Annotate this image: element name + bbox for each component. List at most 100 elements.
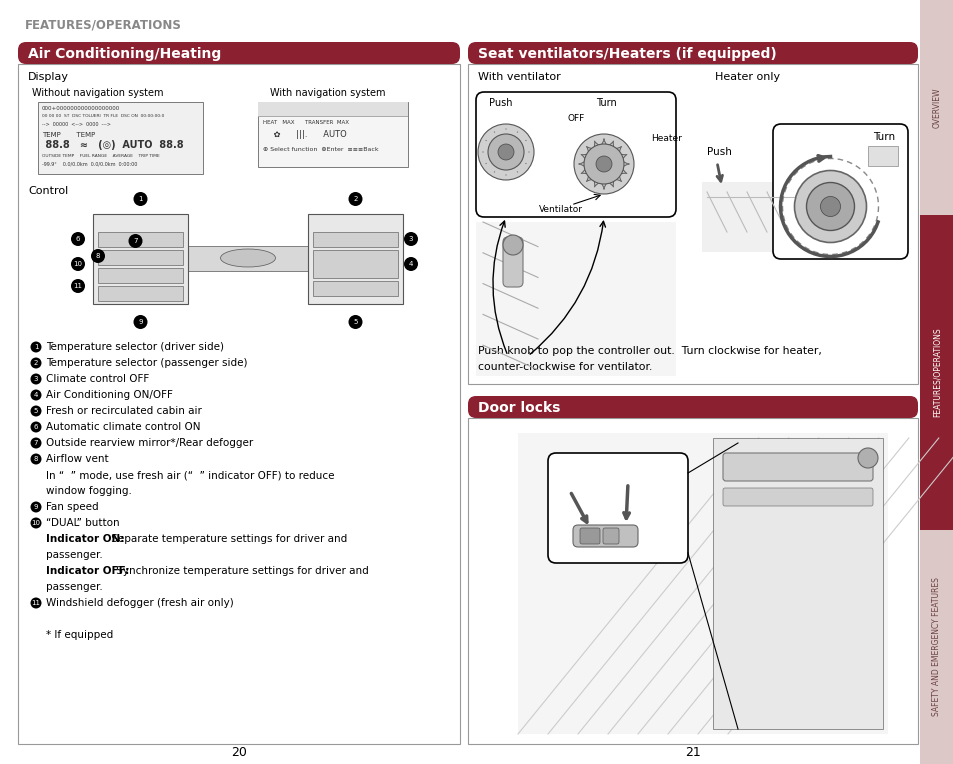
Text: “DUAL” button: “DUAL” button [46, 518, 119, 528]
FancyBboxPatch shape [547, 453, 687, 563]
Text: TEMP       TEMP: TEMP TEMP [42, 132, 95, 138]
Circle shape [71, 257, 85, 271]
Ellipse shape [220, 249, 275, 267]
Circle shape [30, 390, 42, 400]
FancyBboxPatch shape [476, 92, 676, 217]
Text: FEATURES/OPERATIONS: FEATURES/OPERATIONS [931, 327, 941, 417]
Bar [712, 438, 882, 729]
Text: Indicator ON:: Indicator ON: [46, 534, 124, 544]
Bar [98, 232, 183, 247]
Circle shape [805, 183, 854, 231]
FancyBboxPatch shape [772, 124, 907, 259]
Text: Airflow vent: Airflow vent [46, 454, 109, 464]
FancyBboxPatch shape [468, 42, 917, 64]
Text: passenger.: passenger. [46, 582, 103, 592]
Text: ≡ ≡≡≡  ≡≡≡: ≡ ≡≡≡ ≡≡≡ [116, 233, 164, 239]
Circle shape [129, 234, 142, 248]
Bar [98, 250, 183, 265]
Circle shape [403, 232, 417, 246]
Text: Ventilator: Ventilator [538, 205, 582, 214]
Circle shape [30, 342, 42, 352]
Text: 9: 9 [33, 504, 38, 510]
Circle shape [30, 517, 42, 529]
Text: OVERVIEW: OVERVIEW [931, 88, 941, 128]
Text: FEATURES/OPERATIONS: FEATURES/OPERATIONS [25, 18, 182, 31]
Text: Synchronize temperature settings for driver and: Synchronize temperature settings for dri… [113, 566, 369, 576]
Text: ∨  ☆  ∧: ∨ ☆ ∧ [128, 269, 153, 275]
Text: ⊕ Select function  ⊕Enter  ≡≡≡Back: ⊕ Select function ⊕Enter ≡≡≡Back [263, 147, 378, 152]
Bar [18, 64, 459, 744]
Text: Outside rearview mirror*/Rear defogger: Outside rearview mirror*/Rear defogger [46, 438, 253, 448]
Text: 1: 1 [138, 196, 143, 202]
Text: HEAT   MAX      TRANSFER  MAX: HEAT MAX TRANSFER MAX [263, 120, 349, 125]
Text: 6: 6 [75, 236, 80, 242]
Text: 11: 11 [73, 283, 82, 289]
Bar [257, 116, 408, 117]
Text: -99.9°    0.0/0.0km  0.0/0.0km  0:00:00: -99.9° 0.0/0.0km 0.0/0.0km 0:00:00 [42, 162, 137, 167]
Text: 8: 8 [33, 456, 38, 462]
Text: With ventilator: With ventilator [477, 72, 560, 82]
Bar [98, 286, 183, 301]
Circle shape [348, 315, 362, 329]
Text: 9: 9 [138, 319, 143, 325]
Text: 4: 4 [33, 392, 38, 398]
Circle shape [574, 134, 634, 194]
Text: Heater only: Heater only [715, 72, 780, 82]
Bar [313, 250, 397, 278]
Text: Turn: Turn [872, 132, 894, 142]
Text: ▣ ≡  ≡≡: ▣ ≡ ≡≡ [125, 251, 156, 257]
Bar [919, 215, 953, 530]
Text: Push knob to pop the controller out.  Turn clockwise for heater,: Push knob to pop the controller out. Tur… [477, 346, 821, 356]
Text: Lock: Lock [618, 457, 641, 467]
Text: Control: Control [28, 186, 69, 196]
FancyBboxPatch shape [502, 237, 522, 287]
Circle shape [502, 235, 522, 255]
Bar [38, 102, 203, 174]
FancyBboxPatch shape [468, 396, 917, 418]
Circle shape [133, 192, 148, 206]
Circle shape [133, 315, 148, 329]
Text: Temperature selector (driver side): Temperature selector (driver side) [46, 342, 224, 352]
Circle shape [30, 406, 42, 416]
FancyBboxPatch shape [602, 528, 618, 544]
Text: Heater: Heater [650, 134, 681, 143]
Text: In “  ” mode, use fresh air (“  ” indicator OFF) to reduce: In “ ” mode, use fresh air (“ ” indicato… [46, 470, 335, 480]
Text: ∨ TEP ∧: ∨ TEP ∧ [340, 219, 370, 228]
Text: ≡: ≡ [353, 282, 358, 288]
Text: ∨ TEMP ∧: ∨ TEMP ∧ [122, 219, 158, 228]
Text: 4: 4 [409, 261, 413, 267]
Circle shape [91, 249, 105, 263]
Text: Automatic climate control ON: Automatic climate control ON [46, 422, 200, 432]
Circle shape [30, 358, 42, 368]
Text: Separate temperature settings for driver and: Separate temperature settings for driver… [109, 534, 347, 544]
Text: counter-clockwise for ventilator.: counter-clockwise for ventilator. [477, 362, 652, 372]
Text: 8: 8 [95, 253, 100, 259]
Text: 12.7: 12.7 [363, 104, 379, 113]
Text: passenger.: passenger. [46, 550, 103, 560]
Bar [98, 268, 183, 283]
Text: Without navigation system: Without navigation system [32, 88, 164, 98]
Bar [476, 222, 676, 376]
Bar [92, 214, 188, 304]
FancyBboxPatch shape [573, 525, 638, 547]
Text: Push: Push [489, 98, 512, 108]
Text: 00 00 00  ST  DSC TOLUERI  TR FLE  DSC ON  00:00:00:0: 00 00 00 ST DSC TOLUERI TR FLE DSC ON 00… [42, 114, 164, 118]
Circle shape [30, 597, 42, 608]
Bar [468, 64, 917, 384]
Circle shape [30, 454, 42, 465]
Bar [701, 182, 801, 252]
Bar [257, 102, 408, 116]
Circle shape [583, 144, 623, 184]
Circle shape [403, 257, 417, 271]
Circle shape [488, 134, 523, 170]
Circle shape [857, 448, 877, 468]
Text: ∨  ◇  ∧: ∨ ◇ ∧ [128, 287, 152, 293]
Bar [517, 433, 887, 734]
Circle shape [71, 232, 85, 246]
FancyBboxPatch shape [722, 488, 872, 506]
Text: 5: 5 [353, 319, 357, 325]
Text: -->  00000  <-->  0000  --->: --> 00000 <--> 0000 ---> [42, 122, 111, 127]
Circle shape [497, 144, 514, 160]
Text: window fogging.: window fogging. [46, 486, 132, 496]
Circle shape [30, 374, 42, 384]
